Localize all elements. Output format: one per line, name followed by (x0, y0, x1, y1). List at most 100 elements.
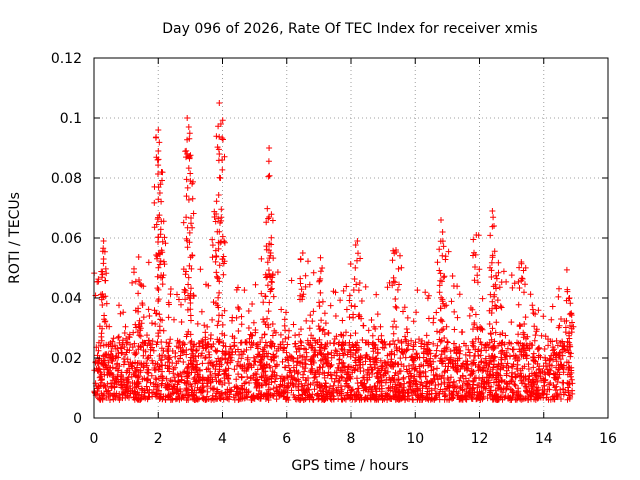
data-point (425, 315, 432, 322)
data-point (205, 396, 212, 402)
data-point (408, 337, 415, 344)
data-point (115, 350, 122, 356)
data-point (190, 210, 197, 217)
data-point (103, 323, 110, 330)
data-point (214, 322, 221, 329)
data-point (137, 367, 144, 374)
data-point (500, 268, 507, 275)
data-point (157, 181, 164, 188)
data-point (102, 277, 109, 284)
data-point (553, 337, 560, 344)
data-point (445, 248, 452, 255)
data-point (403, 347, 410, 354)
data-point (570, 323, 577, 330)
data-point (300, 387, 307, 394)
data-point (328, 349, 335, 356)
data-point (262, 377, 268, 384)
data-point (137, 281, 144, 287)
data-point (281, 322, 288, 329)
data-point (509, 346, 516, 353)
data-point (159, 396, 166, 402)
data-point (347, 394, 354, 400)
data-point (536, 345, 543, 352)
data-point (473, 396, 480, 403)
data-point (450, 388, 457, 395)
data-point (532, 332, 539, 339)
data-point (212, 347, 219, 354)
data-point (558, 349, 564, 356)
data-point (250, 354, 257, 361)
data-point (135, 321, 142, 328)
data-point (95, 366, 102, 373)
data-point (535, 392, 542, 399)
data-point (297, 395, 304, 402)
data-point (410, 396, 417, 403)
data-point (413, 351, 420, 358)
data-point (567, 322, 573, 329)
data-point (382, 360, 389, 367)
data-point (568, 367, 575, 374)
data-point (541, 388, 548, 394)
data-point (120, 361, 127, 368)
data-point (363, 351, 370, 358)
data-point (404, 389, 411, 396)
data-point (360, 368, 367, 374)
data-point (246, 361, 252, 367)
data-point (535, 307, 542, 314)
data-point (284, 341, 291, 348)
data-point (225, 372, 232, 379)
data-point (126, 331, 133, 338)
data-point (387, 362, 394, 369)
data-point (258, 290, 265, 297)
data-point (462, 351, 469, 358)
data-point (146, 386, 153, 393)
data-point (492, 281, 499, 288)
data-point (387, 341, 393, 348)
data-point (245, 325, 252, 331)
data-point (159, 281, 166, 288)
data-point (246, 335, 253, 342)
data-point (184, 237, 191, 244)
data-point (294, 370, 301, 377)
data-point (219, 321, 226, 328)
data-point (118, 384, 125, 391)
data-point (320, 388, 327, 394)
data-point (209, 242, 216, 249)
data-point (131, 340, 138, 347)
data-point (108, 383, 115, 390)
data-point (556, 285, 562, 292)
data-point (326, 389, 333, 396)
data-point (365, 369, 371, 376)
data-point (270, 351, 277, 358)
data-point (273, 372, 280, 379)
x-tick-label: 2 (154, 431, 163, 447)
data-point (207, 368, 214, 375)
data-point (107, 397, 113, 403)
data-point (232, 348, 239, 355)
data-point (530, 389, 537, 396)
data-point (216, 100, 223, 106)
data-point (216, 151, 223, 157)
data-point (216, 262, 223, 269)
data-point (281, 382, 288, 389)
data-point (311, 374, 318, 381)
data-point (325, 369, 332, 376)
data-point (333, 389, 340, 396)
data-point (349, 369, 356, 376)
data-point (251, 358, 258, 365)
data-point (479, 295, 486, 302)
data-point (447, 348, 454, 355)
data-point (424, 346, 431, 353)
data-point (116, 302, 122, 309)
data-point (312, 369, 319, 376)
data-point (145, 306, 152, 313)
data-point (118, 345, 125, 352)
data-point (215, 318, 222, 325)
data-point (355, 287, 362, 294)
data-point (317, 275, 324, 282)
data-point (315, 323, 322, 330)
data-point (242, 379, 249, 386)
data-point (370, 393, 377, 399)
data-point (299, 391, 306, 398)
data-point (210, 386, 217, 393)
